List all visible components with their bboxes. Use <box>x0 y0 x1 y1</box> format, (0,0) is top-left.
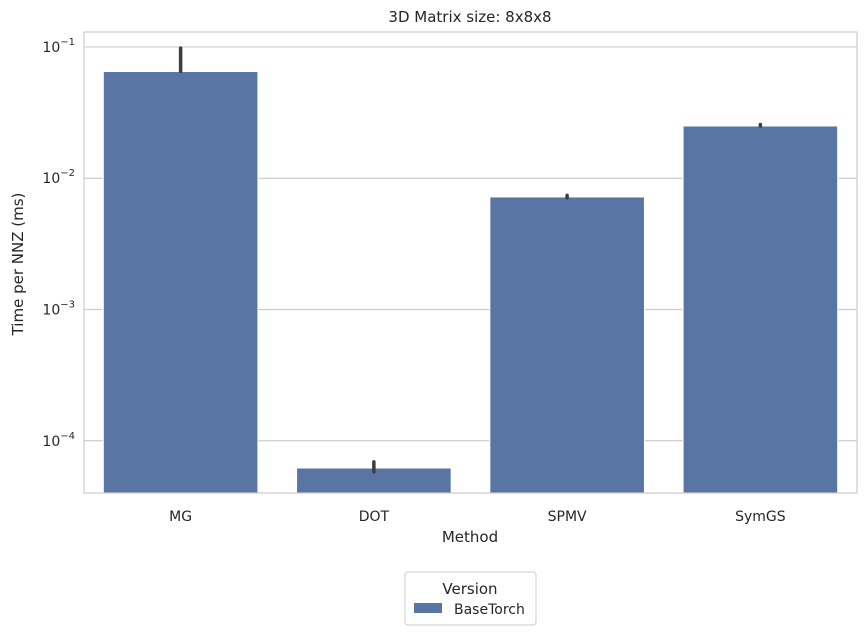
x-tick-label: SPMV <box>548 509 587 525</box>
y-tick-label: 10−1 <box>42 37 75 56</box>
bar-mg <box>102 71 259 494</box>
legend-label: BaseTorch <box>454 602 525 618</box>
legend-title: Version <box>442 580 497 598</box>
plot-frame <box>83 31 858 494</box>
bar-symgs <box>682 125 839 494</box>
bars <box>102 71 839 494</box>
y-axis-title: Time per NNZ (ms) <box>9 193 27 337</box>
y-tick-labels: 10−4 10−3 10−2 10−1 <box>42 37 75 450</box>
legend: Version BaseTorch <box>404 571 537 626</box>
x-axis-title: Method <box>442 528 498 546</box>
y-tick-label: 10−3 <box>42 299 75 318</box>
x-tick-labels: MG DOT SPMV SymGS <box>169 509 786 525</box>
error-bars <box>178 46 763 474</box>
bar-spmv <box>489 196 645 494</box>
x-tick-label: DOT <box>359 509 390 525</box>
x-tick-label: MG <box>169 509 192 525</box>
y-tick-label: 10−4 <box>42 431 75 450</box>
chart-title: 3D Matrix size: 8x8x8 <box>388 8 551 26</box>
y-tick-label: 10−2 <box>42 168 75 187</box>
x-tick-label: SymGS <box>735 509 786 525</box>
legend-swatch <box>414 603 442 613</box>
